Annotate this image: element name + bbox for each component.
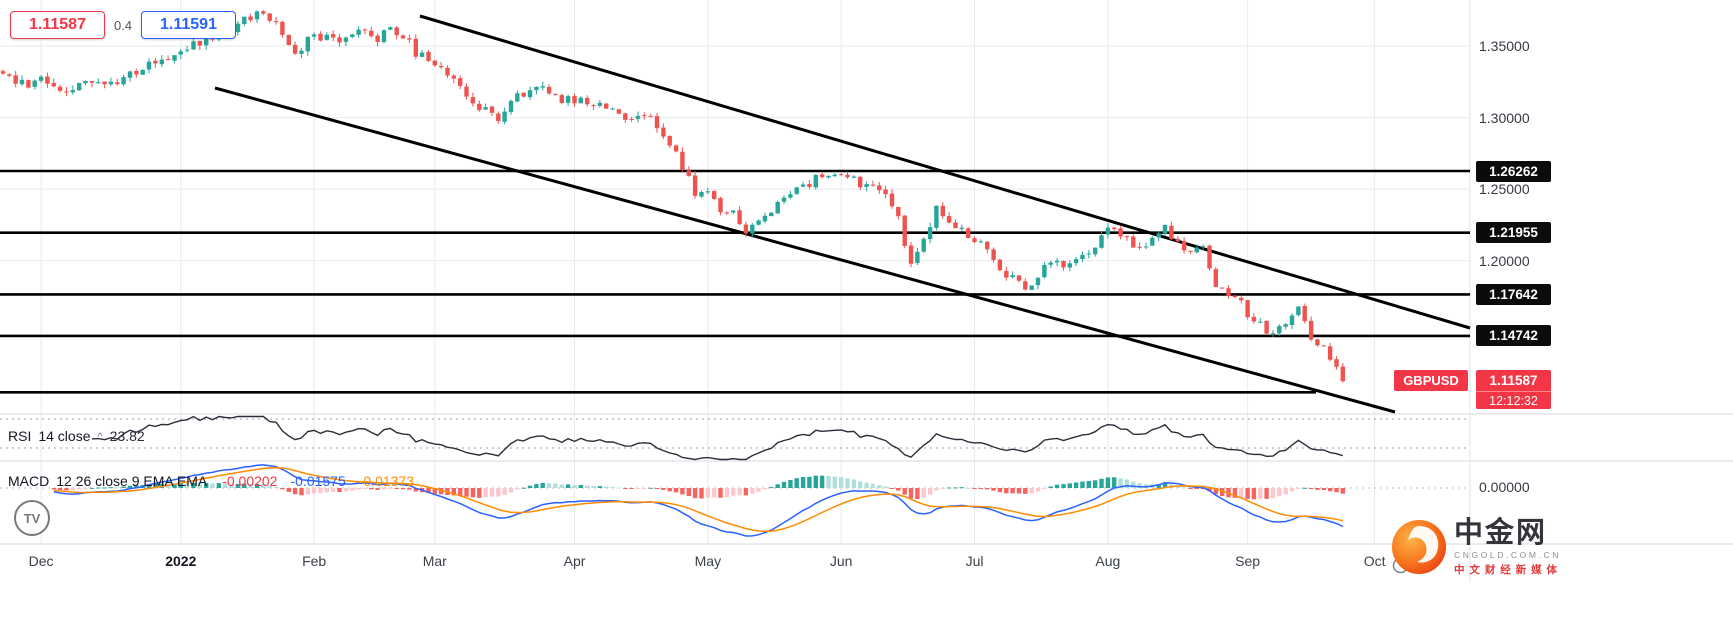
- time-axis-label: Oct: [1363, 553, 1386, 569]
- price-level-badge: 1.17642: [1476, 283, 1551, 305]
- price-level-badge: 1.26262: [1476, 160, 1551, 182]
- time-axis-label: 2022: [165, 553, 197, 569]
- rsi-value: 23.82: [109, 428, 145, 444]
- rsi-line: [91, 415, 1344, 461]
- rsi-title: RSI: [8, 428, 32, 444]
- rsi-indicator-legend[interactable]: RSI 14 close ^ 23.82: [8, 428, 145, 444]
- rsi-params: 14 close: [38, 428, 91, 444]
- symbol-badge: GBPUSD: [1394, 370, 1468, 391]
- price-axis[interactable]: 0.00000 1.35000 1.30000 1.25000 1.20000 1.26…: [1470, 0, 1733, 582]
- bar-countdown-badge: 12:12:32: [1476, 391, 1551, 409]
- time-axis-label: Mar: [422, 553, 447, 569]
- price-level-badge: 1.21955: [1476, 222, 1551, 244]
- support-resistance-lines[interactable]: [0, 169, 1470, 394]
- time-axis-label: Sep: [1235, 553, 1261, 569]
- macd-indicator-legend[interactable]: MACD 12 26 close 9 EMA EMA -0.00202 -0.0…: [8, 473, 414, 489]
- sell-price-button[interactable]: 1.11587: [10, 11, 105, 39]
- tradingview-logo-text: TV: [23, 510, 41, 526]
- site-name: 中金网: [1454, 517, 1548, 549]
- macd-zero-axis-label: 0.00000: [1479, 479, 1530, 495]
- cngold-swirl-icon: [1392, 520, 1446, 574]
- macd-line-value: -0.01575: [290, 473, 346, 489]
- site-tagline: 中 文 财 经 新 媒 体: [1454, 564, 1559, 576]
- time-axis-label: Jul: [965, 553, 984, 569]
- time-axis[interactable]: Dec 2022 Feb Mar Apr May Jun Jul Aug Sep Oct: [0, 544, 1470, 582]
- macd-params: 12 26 close 9 EMA EMA: [56, 473, 208, 489]
- grid-layer: [0, 0, 1470, 544]
- last-price-badge: 1.11587: [1476, 370, 1551, 391]
- macd-histogram-value: -0.00202: [222, 473, 278, 489]
- site-domain: CNGOLD.COM.CN: [1454, 550, 1561, 560]
- price-level-badge: 1.14742: [1476, 325, 1551, 347]
- time-axis-label: Dec: [28, 553, 54, 569]
- price-axis-label: 1.30000: [1479, 109, 1530, 126]
- price-axis-label: 1.25000: [1479, 181, 1530, 198]
- trendlines[interactable]: [214, 14, 1471, 414]
- macd-signal-value: -0.01373: [358, 473, 415, 489]
- macd-histogram: [51, 475, 1345, 500]
- cngold-logo: 中金网 CNGOLD.COM.CN 中 文 财 经 新 媒 体: [1390, 518, 1561, 577]
- quote-panel: 1.11587 0.4 1.11591: [10, 11, 236, 39]
- time-axis-label: Apr: [563, 553, 586, 569]
- macd-title: MACD: [8, 473, 50, 489]
- buy-price-button[interactable]: 1.11591: [141, 11, 236, 39]
- price-axis-label: 1.35000: [1479, 38, 1530, 54]
- time-axis-label: Jun: [829, 553, 853, 569]
- time-axis-label: May: [694, 553, 722, 569]
- chevron-up-icon[interactable]: ^: [97, 431, 103, 443]
- time-axis-label: Aug: [1095, 553, 1121, 569]
- macd-lines: [53, 464, 1344, 537]
- spread-label: 0.4: [113, 17, 133, 33]
- price-axis-label: 1.20000: [1479, 252, 1530, 269]
- rsi-band-lines: [0, 418, 1470, 449]
- tradingview-logo[interactable]: TV: [14, 500, 50, 536]
- time-axis-label: Feb: [302, 553, 327, 569]
- candlestick-series: [0, 10, 1345, 383]
